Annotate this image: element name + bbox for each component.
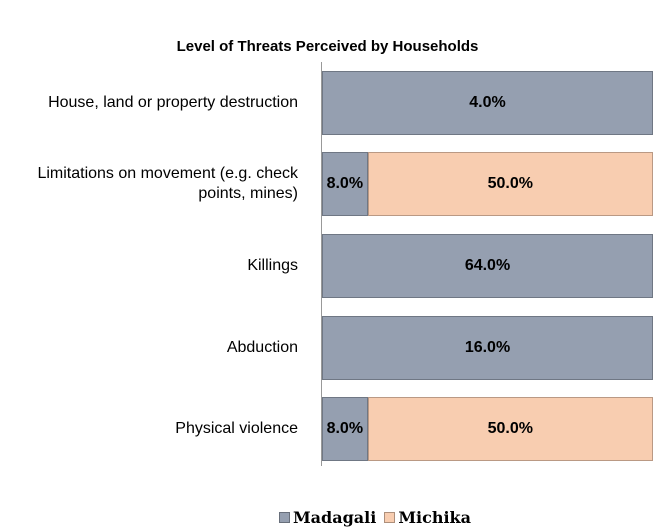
bar-segment bbox=[322, 315, 653, 380]
data-label: 50.0% bbox=[487, 175, 533, 193]
category-label: Physical violence bbox=[175, 420, 298, 438]
bar-segment bbox=[367, 152, 653, 217]
category-label: House, land or property destruction bbox=[48, 93, 298, 111]
data-label: 50.0% bbox=[487, 420, 533, 438]
data-label: 16.0% bbox=[464, 338, 511, 356]
legend-swatch bbox=[278, 512, 290, 523]
data-label: 64.0% bbox=[464, 257, 511, 274]
legend-label: Michika bbox=[398, 508, 472, 527]
legend-item: Madagali bbox=[278, 508, 377, 527]
category-axis bbox=[321, 62, 322, 466]
category-label: Killings bbox=[247, 257, 298, 274]
data-label: 4.0% bbox=[469, 93, 506, 111]
bar-segment bbox=[322, 152, 368, 217]
chart-title: Level of Threats Perceived by Households bbox=[176, 38, 479, 55]
legend-label: Madagali bbox=[292, 508, 377, 527]
bar-segment bbox=[367, 397, 653, 462]
bar-segment bbox=[322, 234, 653, 298]
data-label: 8.0% bbox=[326, 175, 364, 193]
data-label: 8.0% bbox=[326, 420, 364, 438]
legend: Madagali Michika bbox=[0, 508, 655, 527]
bar-segment bbox=[322, 70, 653, 135]
category-label: Limitations on movement (e.g. check poin… bbox=[37, 165, 298, 203]
legend-swatch bbox=[384, 512, 396, 523]
legend-item: Michika bbox=[384, 508, 471, 527]
bar-segment bbox=[322, 397, 368, 462]
category-label: Abduction bbox=[226, 338, 298, 356]
